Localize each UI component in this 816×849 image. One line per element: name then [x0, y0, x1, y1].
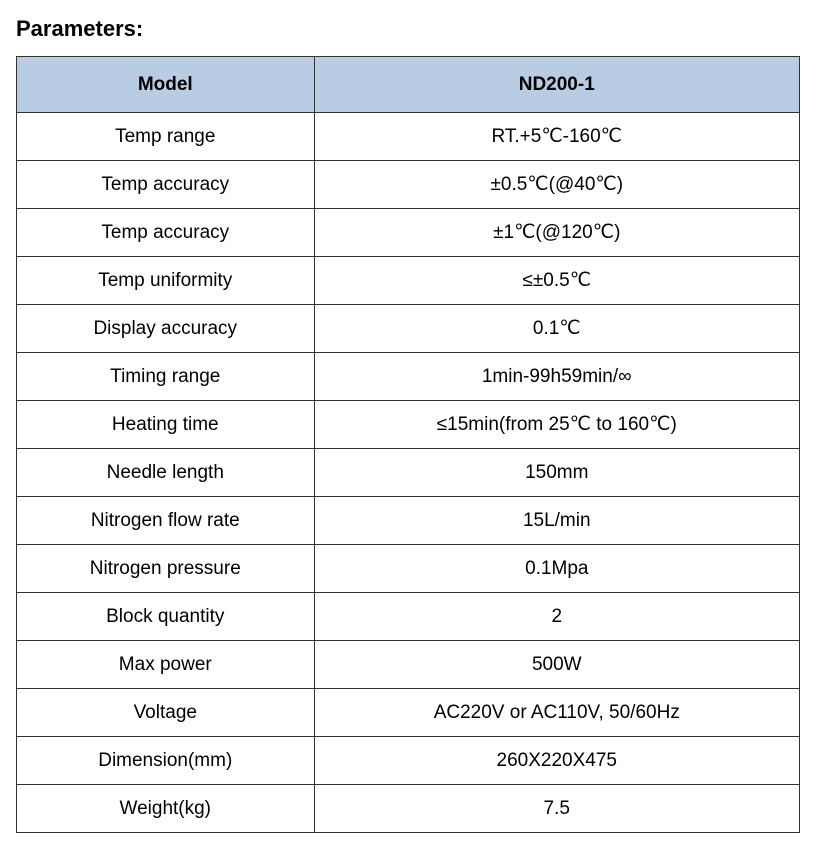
- table-row: Temp rangeRT.+5℃-160℃: [17, 113, 800, 161]
- table-row: Block quantity2: [17, 593, 800, 641]
- param-label: Needle length: [17, 449, 315, 497]
- param-value: ≤±0.5℃: [314, 257, 799, 305]
- param-value: 150mm: [314, 449, 799, 497]
- table-row: Temp accuracy±0.5℃(@40℃): [17, 161, 800, 209]
- table-row: Temp uniformity≤±0.5℃: [17, 257, 800, 305]
- param-value: 2: [314, 593, 799, 641]
- param-value: 15L/min: [314, 497, 799, 545]
- table-row: Weight(kg)7.5: [17, 785, 800, 833]
- table-row: VoltageAC220V or AC110V, 50/60Hz: [17, 689, 800, 737]
- param-value: ±1℃(@120℃): [314, 209, 799, 257]
- param-value: RT.+5℃-160℃: [314, 113, 799, 161]
- param-label: Nitrogen flow rate: [17, 497, 315, 545]
- param-value: ±0.5℃(@40℃): [314, 161, 799, 209]
- table-row: Needle length150mm: [17, 449, 800, 497]
- table-row: Timing range1min-99h59min/∞: [17, 353, 800, 401]
- parameters-table: Model ND200-1 Temp rangeRT.+5℃-160℃Temp …: [16, 56, 800, 833]
- param-label: Voltage: [17, 689, 315, 737]
- table-row: Dimension(mm)260X220X475: [17, 737, 800, 785]
- table-body: Temp rangeRT.+5℃-160℃Temp accuracy±0.5℃(…: [17, 113, 800, 833]
- param-value: 500W: [314, 641, 799, 689]
- param-label: Heating time: [17, 401, 315, 449]
- header-model: Model: [17, 57, 315, 113]
- param-label: Max power: [17, 641, 315, 689]
- param-label: Timing range: [17, 353, 315, 401]
- param-label: Temp range: [17, 113, 315, 161]
- param-label: Weight(kg): [17, 785, 315, 833]
- header-value: ND200-1: [314, 57, 799, 113]
- param-label: Nitrogen pressure: [17, 545, 315, 593]
- param-label: Block quantity: [17, 593, 315, 641]
- table-row: Temp accuracy±1℃(@120℃): [17, 209, 800, 257]
- param-value: 0.1℃: [314, 305, 799, 353]
- param-label: Dimension(mm): [17, 737, 315, 785]
- param-value: ≤15min(from 25℃ to 160℃): [314, 401, 799, 449]
- table-row: Nitrogen pressure0.1Mpa: [17, 545, 800, 593]
- param-label: Temp accuracy: [17, 161, 315, 209]
- table-row: Display accuracy0.1℃: [17, 305, 800, 353]
- page-title: Parameters:: [16, 16, 800, 42]
- table-row: Nitrogen flow rate15L/min: [17, 497, 800, 545]
- table-header-row: Model ND200-1: [17, 57, 800, 113]
- param-label: Temp uniformity: [17, 257, 315, 305]
- param-value: 260X220X475: [314, 737, 799, 785]
- param-value: 0.1Mpa: [314, 545, 799, 593]
- param-label: Temp accuracy: [17, 209, 315, 257]
- param-value: 1min-99h59min/∞: [314, 353, 799, 401]
- table-row: Max power500W: [17, 641, 800, 689]
- param-label: Display accuracy: [17, 305, 315, 353]
- param-value: 7.5: [314, 785, 799, 833]
- param-value: AC220V or AC110V, 50/60Hz: [314, 689, 799, 737]
- table-row: Heating time≤15min(from 25℃ to 160℃): [17, 401, 800, 449]
